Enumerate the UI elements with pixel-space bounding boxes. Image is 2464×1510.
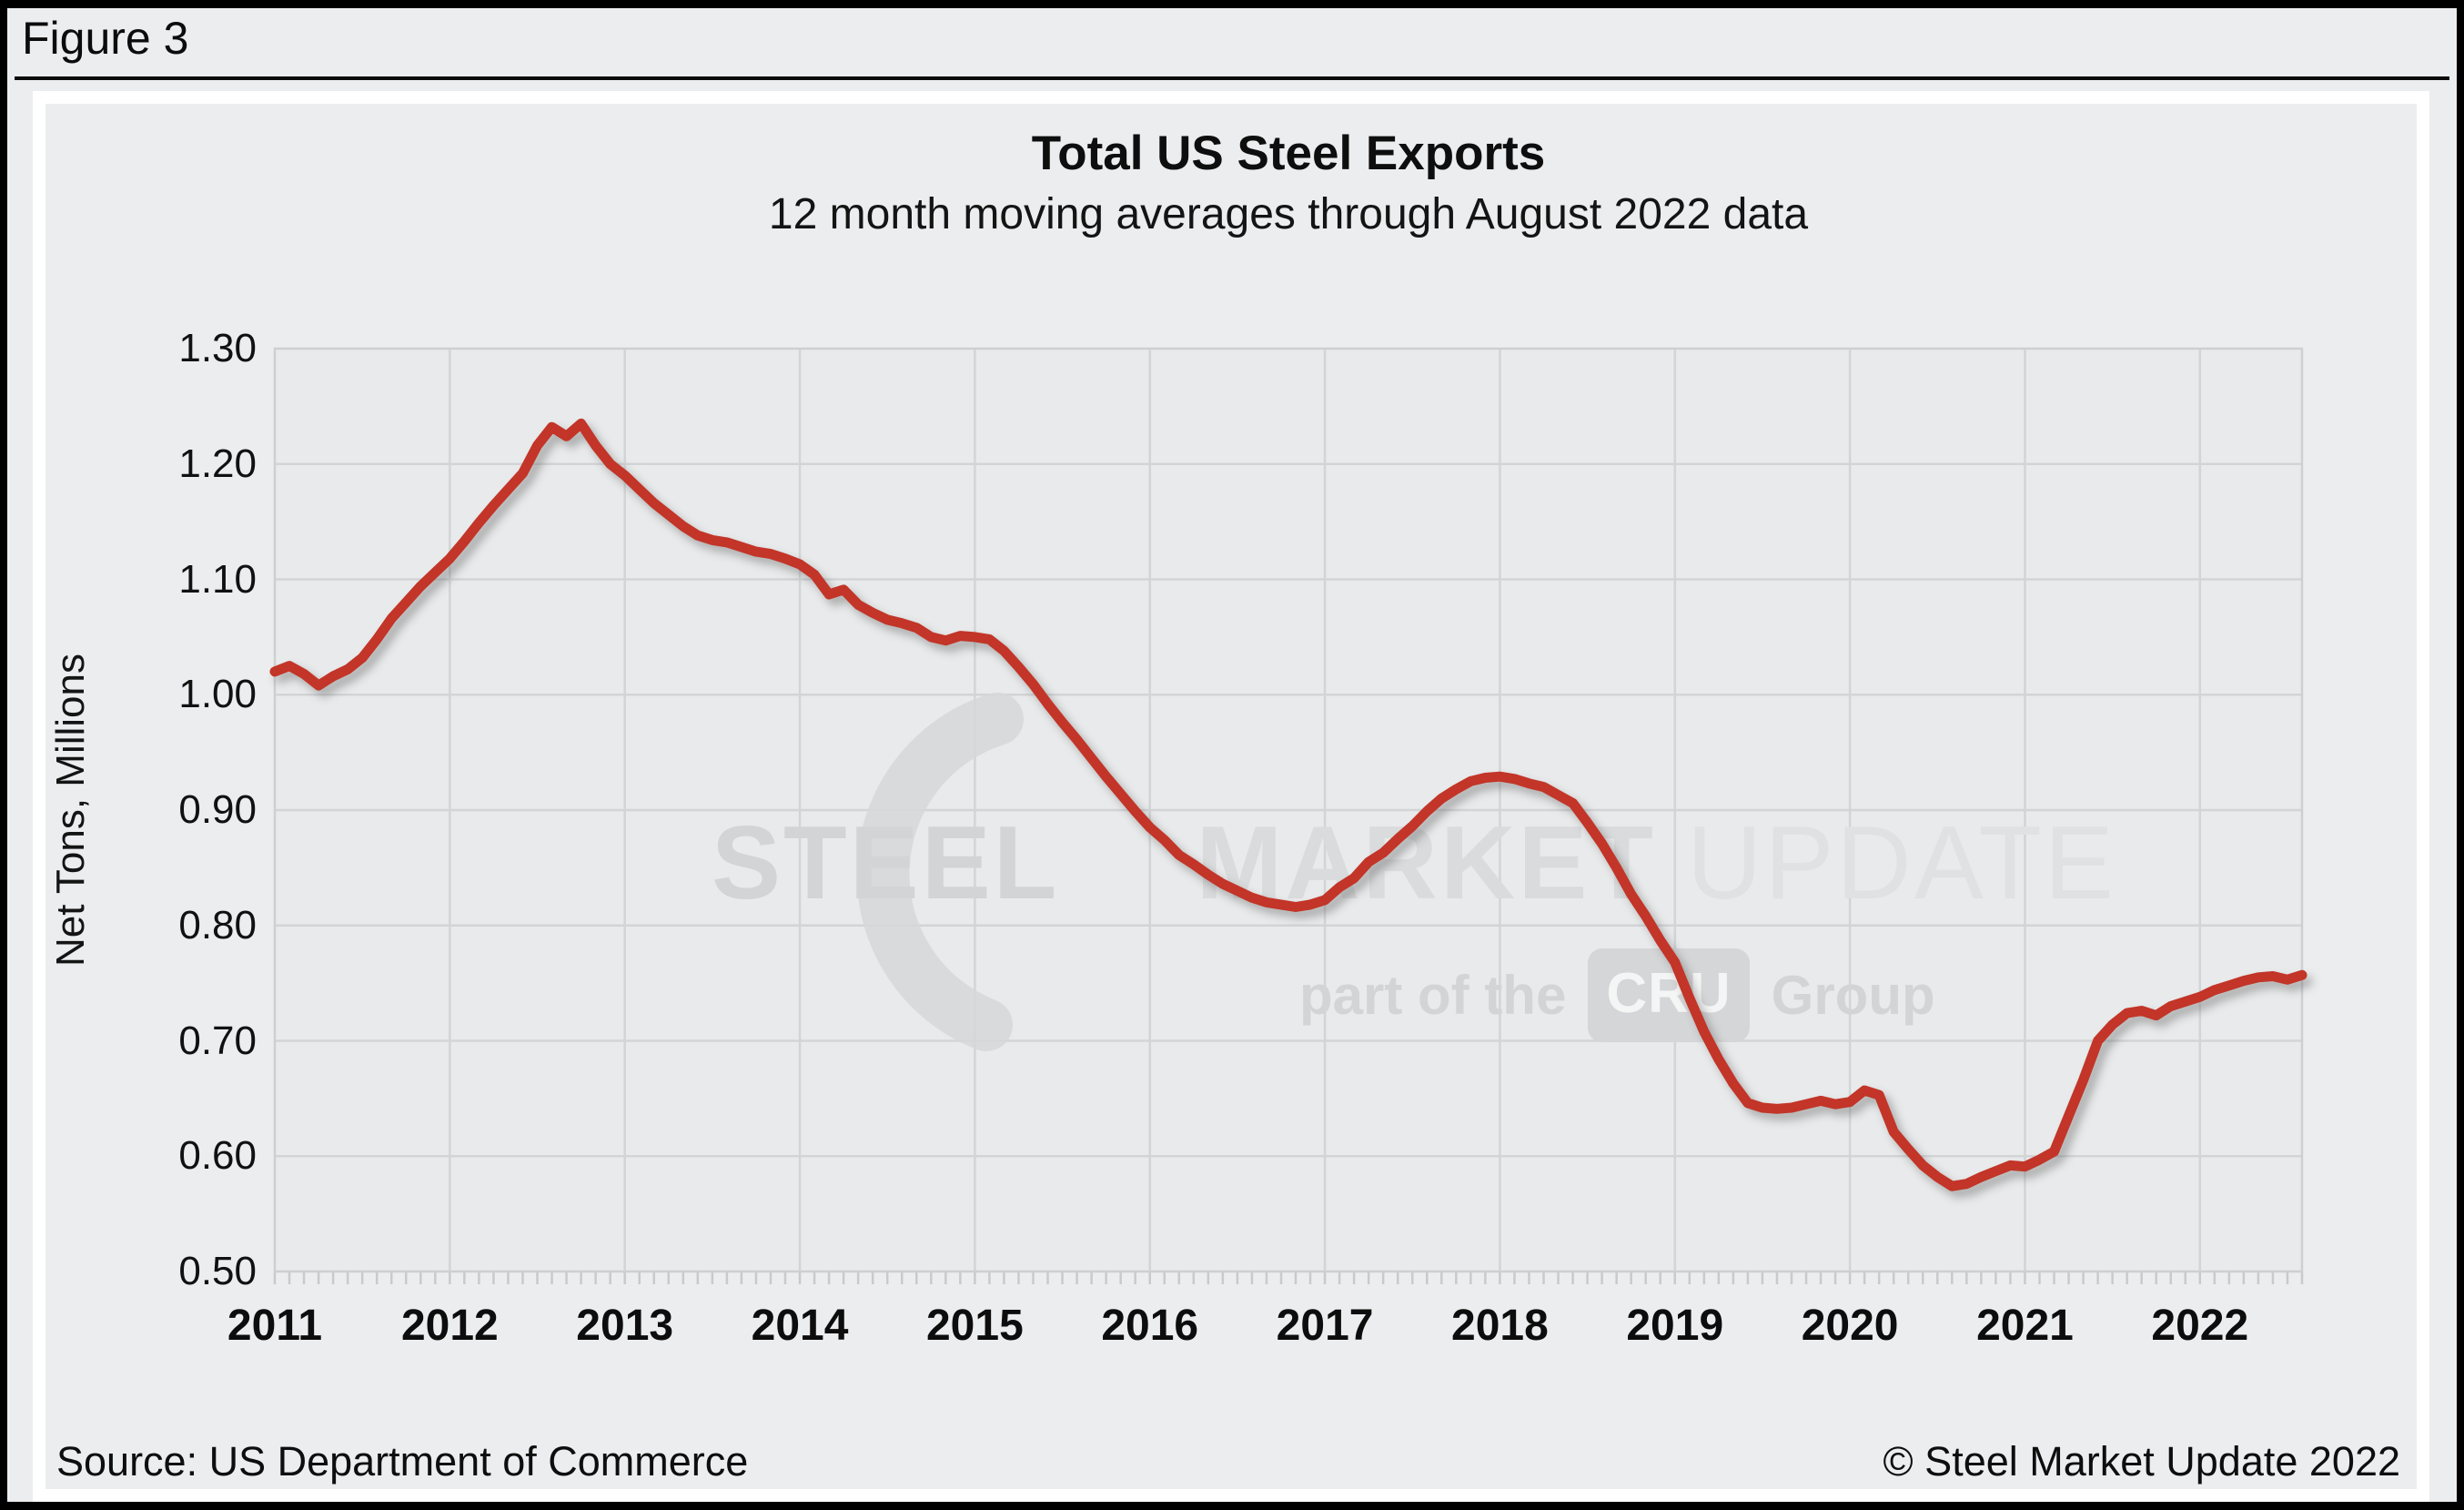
y-tick-label: 1.10 bbox=[178, 556, 257, 602]
page-border-bottom bbox=[0, 1502, 2464, 1510]
watermark-tagline-prefix: part of the bbox=[1299, 965, 1567, 1026]
x-tick-label: 2012 bbox=[400, 1302, 499, 1350]
y-tick-label: 1.20 bbox=[178, 441, 257, 486]
watermark-word-steel: STEEL bbox=[712, 806, 1060, 921]
y-tick-label: 1.00 bbox=[178, 672, 257, 717]
x-tick-label: 2021 bbox=[1976, 1302, 2074, 1350]
x-tick-label: 2014 bbox=[751, 1302, 849, 1350]
watermark-wordmark: STEEL MARKET UPDATE bbox=[712, 812, 2116, 916]
x-tick-label: 2017 bbox=[1276, 1302, 1374, 1350]
page-border-top bbox=[0, 0, 2464, 8]
y-tick-label: 1.30 bbox=[178, 326, 257, 370]
x-tick-label: 2018 bbox=[1451, 1302, 1549, 1350]
watermark-tagline-suffix: Group bbox=[1771, 965, 1935, 1026]
chart-title: Total US Steel Exports bbox=[1031, 127, 1546, 180]
x-tick-label: 2016 bbox=[1101, 1302, 1199, 1350]
y-tick-label: 0.80 bbox=[178, 902, 257, 948]
x-tick-label: 2019 bbox=[1626, 1302, 1724, 1350]
y-tick-label: 0.50 bbox=[178, 1249, 257, 1293]
x-tick-label: 2020 bbox=[1801, 1302, 1899, 1350]
figure-divider-rule bbox=[15, 76, 2449, 80]
figure-label: Figure 3 bbox=[22, 13, 189, 64]
y-tick-label: 0.70 bbox=[178, 1018, 257, 1063]
page-border-left bbox=[0, 0, 7, 1510]
watermark-tagline: part of the CRU Group bbox=[1299, 948, 1935, 1042]
y-tick-label: 0.60 bbox=[178, 1133, 257, 1179]
x-tick-label: 2022 bbox=[2151, 1302, 2249, 1350]
watermark-word-market: MARKET bbox=[1196, 806, 1657, 921]
page-border-right bbox=[2457, 0, 2464, 1510]
watermark-word-update: UPDATE bbox=[1687, 806, 2116, 921]
x-tick-label: 2011 bbox=[227, 1302, 323, 1350]
x-tick-label: 2013 bbox=[576, 1302, 674, 1350]
x-tick-label: 2015 bbox=[925, 1302, 1024, 1350]
chart-subtitle: 12 month moving averages through August … bbox=[768, 190, 1809, 238]
y-axis-title: Net Tons, Millions bbox=[48, 654, 93, 967]
source-note: Source: US Department of Commerce bbox=[56, 1438, 749, 1485]
cru-logo-badge: CRU bbox=[1588, 948, 1750, 1042]
copyright-note: © Steel Market Update 2022 bbox=[1883, 1438, 2400, 1485]
y-tick-label: 0.90 bbox=[178, 787, 257, 832]
